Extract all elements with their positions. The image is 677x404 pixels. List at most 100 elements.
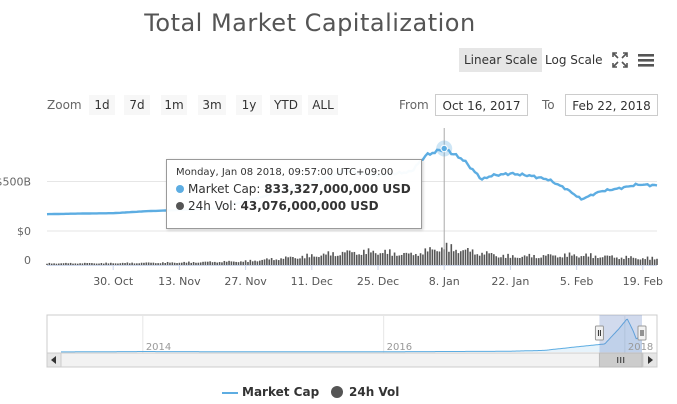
volume-bar: [608, 255, 611, 265]
zoom-button-3m[interactable]: 3m: [198, 95, 226, 115]
volume-bar: [292, 257, 294, 265]
volume-bar: [268, 259, 271, 265]
volume-bar: [121, 262, 124, 265]
volume-bar: [556, 257, 559, 265]
navigator-handle-left[interactable]: [594, 325, 604, 341]
volume-bar: [263, 259, 266, 265]
volume-bar: [147, 262, 150, 265]
range-to-label: To: [542, 98, 555, 112]
volume-bar: [578, 257, 580, 265]
volume-bar: [540, 257, 542, 265]
volume-bar: [81, 263, 84, 265]
navigator-tick-label: 2018: [628, 342, 653, 353]
legend-item-vol[interactable]: 24h Vol: [331, 384, 399, 400]
volume-bar: [284, 256, 287, 265]
volume-bar: [76, 263, 79, 265]
market-cap-dot-icon: [176, 185, 184, 193]
volume-bar: [495, 256, 498, 265]
volume-bar: [625, 255, 628, 265]
volume-bar: [337, 255, 339, 265]
volume-bar: [223, 260, 226, 265]
range-from-input[interactable]: Oct 16, 2017: [435, 94, 528, 116]
volume-bar: [192, 262, 195, 265]
range-to-input[interactable]: Feb 22, 2018: [565, 94, 658, 116]
handle-box: [637, 325, 647, 341]
x-tick-label: 25. Dec: [357, 275, 399, 288]
volume-bar: [358, 254, 360, 265]
navigator: 2014 2016 2018: [46, 314, 658, 368]
volume-bar: [282, 258, 285, 265]
volume-bar: [74, 263, 77, 265]
volume-bar: [256, 261, 259, 265]
volume-bar: [412, 255, 415, 265]
volume-bar: [632, 257, 635, 265]
zoom-button-1d[interactable]: 1d: [89, 95, 115, 115]
volume-bar: [381, 253, 384, 265]
volume-bar: [623, 258, 625, 265]
volume-bar: [273, 260, 275, 265]
tooltip-vol-value: 43,076,000,000 USD: [240, 199, 379, 213]
volume-bar: [360, 254, 363, 265]
navigator-handle-right[interactable]: [637, 325, 647, 341]
navigator-tick-label: 2016: [387, 342, 412, 353]
navigator-area: [61, 319, 642, 352]
volume-bar: [535, 258, 538, 265]
volume-bar: [98, 263, 100, 265]
zoom-button-ytd[interactable]: YTD: [270, 95, 302, 115]
volume-bar: [166, 261, 169, 265]
volume-bar: [202, 261, 204, 265]
volume-bar: [119, 263, 122, 265]
volume-bar: [334, 256, 337, 265]
volume-bar: [180, 262, 183, 265]
volume-bar: [604, 255, 606, 265]
volume-bar: [195, 262, 197, 265]
zoom-button-1y[interactable]: 1y: [236, 95, 262, 115]
volume-bar: [72, 263, 74, 265]
volume-bar: [117, 263, 119, 265]
volume-bar: [563, 253, 566, 265]
volume-bar: [450, 244, 453, 265]
volume-bar: [143, 262, 145, 265]
volume-bar: [294, 258, 297, 265]
log-scale-button[interactable]: Log Scale: [545, 53, 603, 67]
volume-bar: [464, 249, 467, 265]
y-tick-label: $0: [17, 225, 31, 238]
volume-bar: [634, 258, 637, 265]
volume-bar: [384, 249, 386, 265]
volume-bar: [190, 262, 193, 265]
volume-bar: [58, 263, 60, 265]
arrow-left-icon: [51, 356, 56, 364]
volume-bar: [136, 263, 138, 265]
volume-bar: [611, 255, 613, 265]
volume-bar: [311, 254, 313, 265]
volume-bar: [50, 263, 53, 265]
volume-bar: [339, 255, 341, 265]
volume-bar: [299, 258, 301, 265]
hamburger-menu-icon[interactable]: [636, 50, 656, 70]
zoom-button-7d[interactable]: 7d: [124, 95, 150, 115]
navigator-line: [61, 318, 643, 353]
volume-bar: [124, 263, 126, 265]
volume-bar: [429, 247, 431, 265]
volume-bar: [178, 262, 181, 265]
legend-item-market-cap[interactable]: Market Cap: [222, 384, 319, 400]
volume-bar: [398, 255, 401, 265]
volume-bar: [100, 263, 103, 265]
volume-bar: [249, 259, 252, 265]
volume-bar: [105, 262, 107, 265]
data-tooltip: Monday, Jan 08 2018, 09:57:00 UTC+09:00 …: [166, 159, 422, 229]
volume-bar: [580, 256, 583, 265]
volume-bar: [232, 261, 235, 265]
volume-bar: [327, 251, 330, 265]
volume-bar: [438, 251, 441, 265]
fullscreen-icon[interactable]: [610, 50, 630, 70]
linear-scale-button[interactable]: Linear Scale: [459, 48, 543, 72]
volume-bar: [630, 256, 632, 265]
scrollbar-track[interactable]: [46, 352, 658, 368]
zoom-button-all[interactable]: ALL: [308, 95, 338, 115]
volume-bar: [637, 259, 639, 265]
volume-bar: [150, 262, 152, 265]
line-legend-icon: [222, 391, 238, 394]
zoom-button-1m[interactable]: 1m: [161, 95, 187, 115]
